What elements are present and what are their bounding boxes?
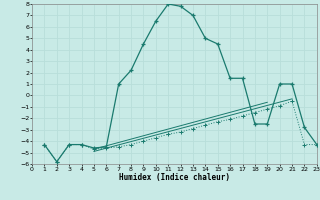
X-axis label: Humidex (Indice chaleur): Humidex (Indice chaleur) bbox=[119, 173, 230, 182]
